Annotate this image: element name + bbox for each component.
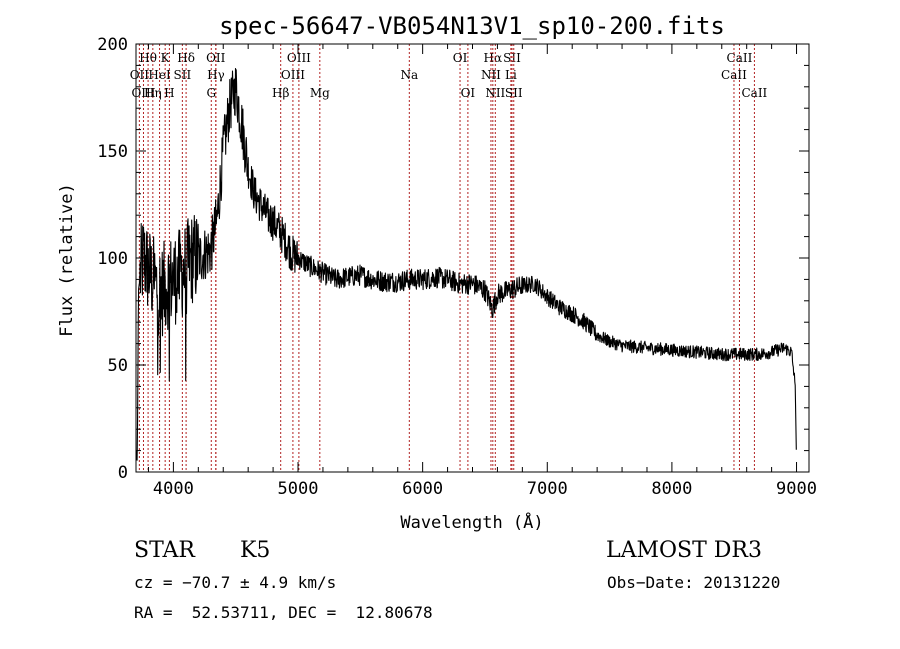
line-marker-label: HeI xyxy=(148,68,171,82)
series-line-flux xyxy=(135,67,797,461)
y-tick-label: 200 xyxy=(97,35,128,55)
line-marker-label: CaII xyxy=(727,51,753,65)
line-marker-label: SII xyxy=(503,51,521,65)
line-marker-label: OIII xyxy=(131,86,155,100)
x-tick-label: 4000 xyxy=(153,479,194,499)
x-tick-label: 6000 xyxy=(402,479,443,499)
object-subclass: K5 xyxy=(240,538,271,563)
line-marker-label: Hθ xyxy=(139,51,157,65)
line-marker-label: OII xyxy=(130,68,150,82)
line-marker-label: NII xyxy=(481,68,501,82)
axes: 4000 5000 6000 7000 8000 9000 0 50 100 150 200 xyxy=(97,35,817,499)
line-marker-label: K xyxy=(161,51,171,65)
line-marker-label: Hα xyxy=(484,51,503,65)
line-marker-label: CaII xyxy=(721,68,747,82)
line-marker-label: OI xyxy=(453,51,468,65)
line-marker-label: H xyxy=(164,86,174,100)
line-marker-label: Hβ xyxy=(272,86,289,100)
object-class: STAR xyxy=(134,538,195,563)
line-marker-label: SII xyxy=(174,68,192,82)
chart-title: spec-56647-VB054N13V1_sp10-200.fits xyxy=(219,12,725,40)
line-marker-label: SII xyxy=(505,86,523,100)
line-marker-label: Li xyxy=(505,68,517,82)
x-tick-label: 7000 xyxy=(527,479,568,499)
x-tick-label: 9000 xyxy=(776,479,817,499)
y-tick-label: 50 xyxy=(108,356,128,376)
line-marker-label: Mg xyxy=(310,86,330,100)
line-marker-label: Hδ xyxy=(177,51,195,65)
line-marker-label: OIII xyxy=(287,51,311,65)
line-marker-label: Na xyxy=(400,68,418,82)
y-tick-label: 100 xyxy=(97,249,128,269)
ra-dec-coordinates: RA = 52.53711, DEC = 12.80678 xyxy=(134,603,433,622)
line-marker-label: CaII xyxy=(741,86,767,100)
x-tick-label: 5000 xyxy=(278,479,319,499)
redshift-cz: cz = −70.7 ± 4.9 km/s xyxy=(134,573,337,592)
line-marker-label: Hγ xyxy=(207,68,225,82)
y-axis-label: Flux (relative) xyxy=(57,183,77,337)
survey-name: LAMOST DR3 xyxy=(606,538,762,563)
x-tick-label: 8000 xyxy=(651,479,692,499)
series-layer xyxy=(135,67,797,461)
line-marker-label: G xyxy=(206,86,216,100)
y-tick-label: 150 xyxy=(97,142,128,162)
y-tick-label: 0 xyxy=(118,463,128,483)
line-marker-label: OIII xyxy=(281,68,305,82)
x-axis-label: Wavelength (Å) xyxy=(400,511,543,533)
observation-date: Obs−Date: 20131220 xyxy=(607,573,781,592)
line-marker-label: OI xyxy=(461,86,476,100)
line-marker-label: Hη xyxy=(144,86,162,100)
line-marker-label: NII xyxy=(485,86,505,100)
